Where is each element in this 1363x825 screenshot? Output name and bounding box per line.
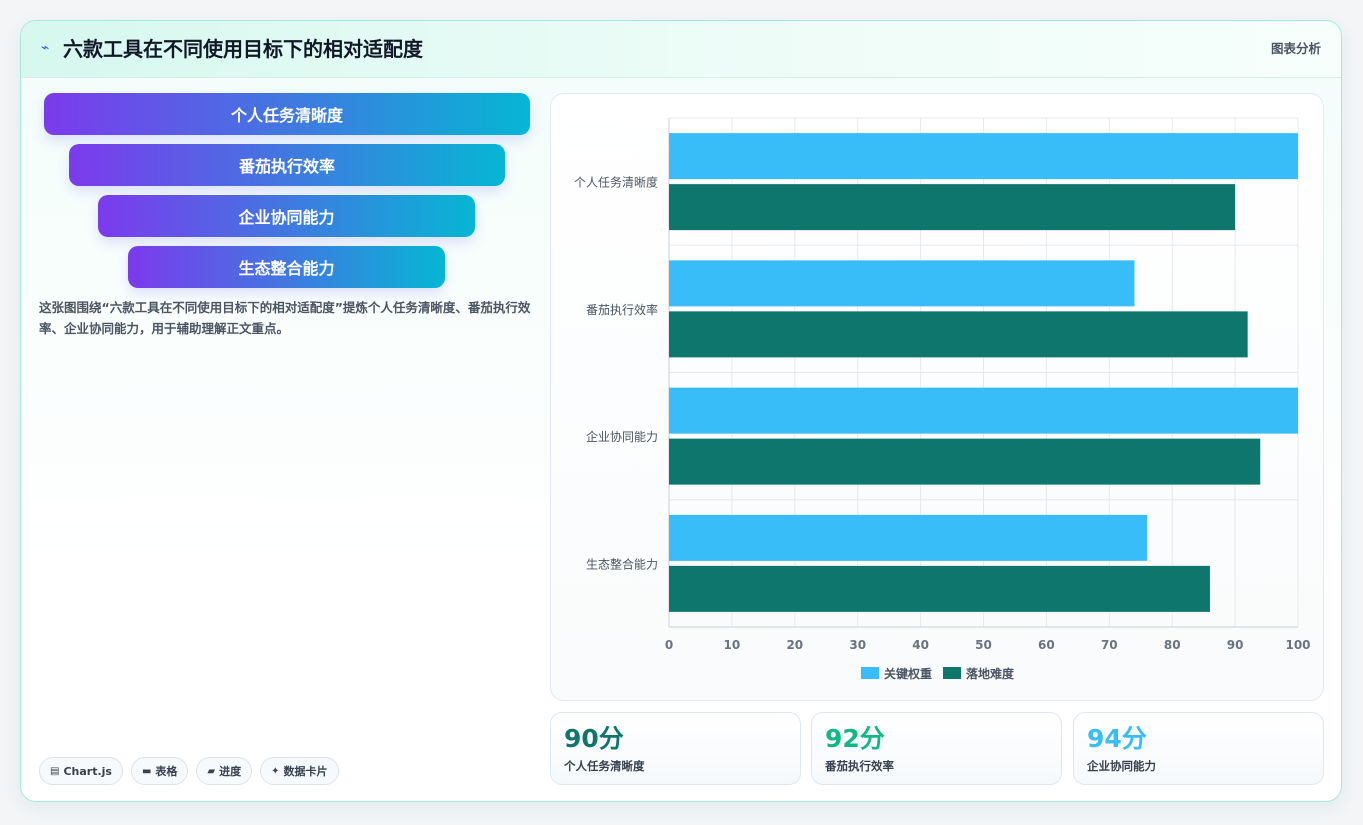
- x-tick-label: 20: [786, 638, 803, 652]
- stat-value: 92分: [825, 724, 885, 753]
- stat-label: 番茄执行效率: [825, 759, 894, 773]
- table-icon: ▬: [141, 765, 152, 777]
- y-tick-label: 生态整合能力: [586, 556, 658, 571]
- x-tick-label: 30: [849, 638, 866, 652]
- x-tick-label: 80: [1164, 638, 1181, 652]
- stat-value: 90分: [564, 724, 624, 753]
- card-header: ⌁ 六款工具在不同使用目标下的相对适配度 图表分析: [21, 21, 1341, 78]
- legend-label: 关键权重: [884, 666, 932, 681]
- stat-card-1: 90分 个人任务清晰度: [550, 712, 801, 785]
- chart-analysis-label: 图表分析: [1270, 41, 1321, 56]
- y-tick-label: 个人任务清晰度: [574, 175, 658, 190]
- x-tick-label: 100: [1285, 638, 1310, 652]
- tag-chartjs[interactable]: ▤ Chart.js: [39, 757, 123, 785]
- bar-difficulty: [669, 311, 1248, 358]
- stat-value: 94分: [1087, 724, 1147, 753]
- tag-label: 表格: [155, 765, 178, 778]
- bar-key-weight: [669, 387, 1298, 434]
- bar-key-weight: [669, 133, 1298, 180]
- bar-key-weight: [669, 260, 1135, 307]
- x-tick-label: 60: [1038, 638, 1055, 652]
- funnel-step-1: 个人任务清晰度: [44, 93, 530, 135]
- progress-icon: ▰: [207, 765, 216, 777]
- tag-label: Chart.js: [63, 764, 112, 778]
- x-tick-label: 90: [1227, 638, 1244, 652]
- bar-key-weight: [669, 514, 1148, 561]
- x-tick-label: 50: [975, 638, 992, 652]
- stat-label: 企业协同能力: [1087, 759, 1156, 773]
- chart-panel: 个人任务清晰度番茄执行效率 企业协同能力 生态整合能力 0 10 20 30 40 50 60 70…: [550, 93, 1324, 701]
- legend-swatch: [943, 667, 961, 679]
- bar-difficulty: [669, 438, 1261, 485]
- y-tick-label: 番茄执行效率: [586, 302, 658, 317]
- x-tick-label: 10: [724, 638, 741, 652]
- chart-description: 这张图围绕“六款工具在不同使用目标下的相对适配度”提炼个人任务清晰度、番茄执行效…: [39, 300, 531, 336]
- tag-label: 数据卡片: [283, 765, 328, 778]
- bolt-icon: ⌁: [41, 40, 50, 56]
- funnel-step-2: 番茄执行效率: [69, 144, 505, 186]
- tag-progress[interactable]: ▰ 进度: [196, 757, 253, 785]
- sparkle-icon: ✦: [271, 765, 280, 777]
- chart-icon: ▤: [50, 765, 60, 777]
- bar-difficulty: [669, 184, 1236, 231]
- x-tick-label: 0: [665, 638, 673, 652]
- tag-data-card[interactable]: ✦ 数据卡片: [260, 757, 339, 785]
- legend-label: 落地难度: [966, 666, 1015, 681]
- x-tick-label: 40: [912, 638, 929, 652]
- funnel-step-4: 生态整合能力: [128, 246, 445, 288]
- y-tick-label: 企业协同能力: [586, 429, 658, 444]
- stat-card-3: 94分 企业协同能力: [1073, 712, 1324, 785]
- funnel-step-3: 企业协同能力: [98, 195, 475, 237]
- stat-card-2: 92分 番茄执行效率: [811, 712, 1062, 785]
- tag-label: 进度: [219, 765, 242, 778]
- dashboard-card: ⌁ 六款工具在不同使用目标下的相对适配度 图表分析 个人任务清晰度 番茄执行效率…: [20, 20, 1342, 802]
- tag-list: ▤ Chart.js ▬ 表格 ▰ 进度 ✦ 数据卡片: [39, 757, 339, 785]
- stat-label: 个人任务清晰度: [564, 759, 645, 773]
- legend-swatch: [861, 667, 879, 679]
- page-title: 六款工具在不同使用目标下的相对适配度: [63, 37, 423, 61]
- tag-table[interactable]: ▬ 表格: [130, 757, 189, 785]
- bar-difficulty: [669, 565, 1210, 612]
- x-tick-label: 70: [1101, 638, 1118, 652]
